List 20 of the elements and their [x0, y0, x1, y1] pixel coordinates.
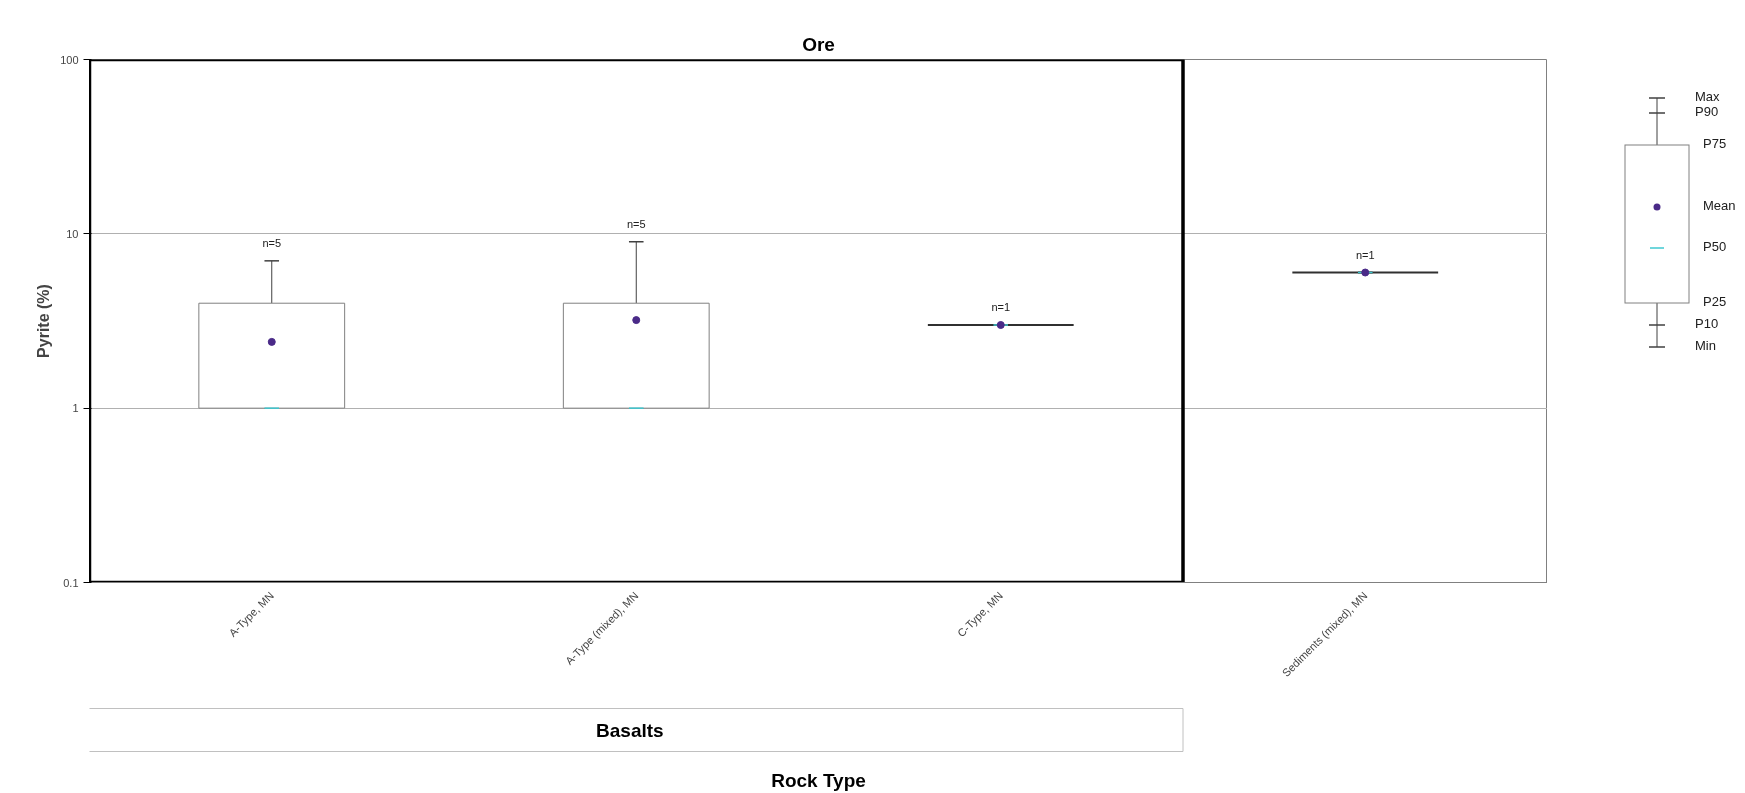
- chart-title: Ore: [802, 33, 835, 55]
- y-axis-title: Pyrite (%): [35, 284, 53, 358]
- y-tick-label: 1: [72, 402, 79, 415]
- text: Mean: [1703, 198, 1736, 214]
- text: P10: [1695, 316, 1719, 332]
- text: P75: [1703, 136, 1727, 152]
- text: P25: [1703, 294, 1727, 310]
- x-axis-title: Rock Type: [771, 770, 866, 791]
- text: P90: [1695, 104, 1719, 120]
- text: Max: [1695, 89, 1721, 105]
- y-tick-label: 0.1: [63, 576, 79, 589]
- text: Min: [1695, 338, 1716, 354]
- text: Basalts: [596, 720, 664, 741]
- annotation: n=1: [991, 300, 1011, 313]
- annotation: n=5: [262, 236, 282, 249]
- text: P50: [1703, 239, 1727, 255]
- y-tick-label: 100: [60, 53, 79, 66]
- annotation: n=1: [1355, 248, 1375, 261]
- y-tick-label: 10: [66, 227, 79, 240]
- annotation: n=5: [626, 217, 646, 230]
